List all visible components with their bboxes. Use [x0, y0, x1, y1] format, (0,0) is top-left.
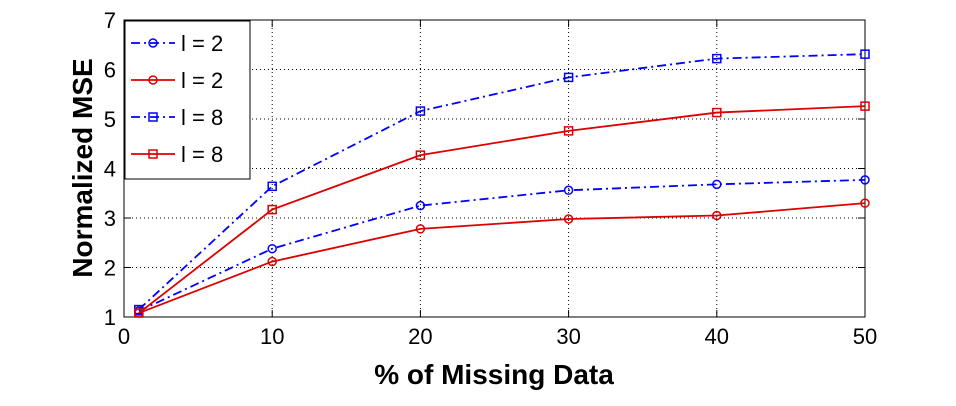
x-axis-label: % of Missing Data [374, 359, 614, 390]
data-point [415, 150, 426, 160]
data-point [860, 198, 870, 208]
legend-item: l = 2 [131, 68, 223, 93]
legend: l = 2 l = 2 l = 8 l = 8 [124, 20, 251, 180]
data-point [148, 75, 158, 85]
legend-label: l = 8 [181, 105, 223, 130]
data-point [148, 112, 158, 122]
data-point [415, 200, 426, 211]
data-point [712, 179, 722, 190]
grid-lines [124, 20, 865, 317]
data-point [148, 38, 158, 48]
data-point [563, 126, 574, 136]
series-line [138, 178, 866, 312]
x-tick-label: 40 [705, 324, 729, 349]
data-point [148, 149, 158, 159]
series-line [138, 105, 866, 314]
data-point [712, 107, 722, 118]
y-tick-label: 6 [104, 58, 116, 83]
data-point [712, 210, 722, 221]
data-point [712, 53, 722, 64]
legend-item: l = 8 [131, 105, 223, 130]
data-point [563, 72, 574, 83]
legend-item: l = 8 [131, 142, 223, 167]
legend-label: l = 2 [181, 68, 223, 93]
data-point [267, 243, 277, 254]
y-tick-label: 4 [104, 157, 116, 182]
axis-ticks: 0 10 20 30 40 50 1 2 3 4 5 6 7 [104, 8, 877, 349]
data-point [563, 185, 574, 196]
legend-item: l = 2 [131, 31, 223, 56]
data-point [267, 181, 277, 192]
data-point [860, 175, 870, 185]
series-line [138, 202, 866, 314]
x-tick-label: 20 [408, 324, 432, 349]
data-point [415, 106, 426, 116]
x-tick-label: 50 [853, 324, 877, 349]
data-point [415, 224, 426, 234]
y-tick-label: 5 [104, 107, 116, 132]
data-point [134, 308, 144, 318]
y-tick-label: 1 [104, 305, 116, 330]
x-tick-label: 0 [118, 324, 130, 349]
y-tick-label: 3 [104, 206, 116, 231]
series-line [138, 53, 866, 311]
data-point [860, 101, 870, 111]
y-axis-label: Normalized MSE [67, 58, 98, 277]
series-3 [134, 49, 870, 315]
legend-label: l = 2 [181, 31, 223, 56]
y-tick-label: 2 [104, 256, 116, 281]
legend-label: l = 8 [181, 142, 223, 167]
x-tick-label: 30 [556, 324, 580, 349]
data-point [267, 256, 277, 267]
y-tick-label: 7 [104, 8, 116, 33]
data-point [860, 49, 870, 59]
series-group [134, 49, 870, 318]
legend-box [124, 20, 251, 180]
data-point [563, 214, 574, 224]
data-point [267, 204, 277, 215]
x-tick-label: 10 [260, 324, 284, 349]
series-4 [134, 101, 870, 318]
